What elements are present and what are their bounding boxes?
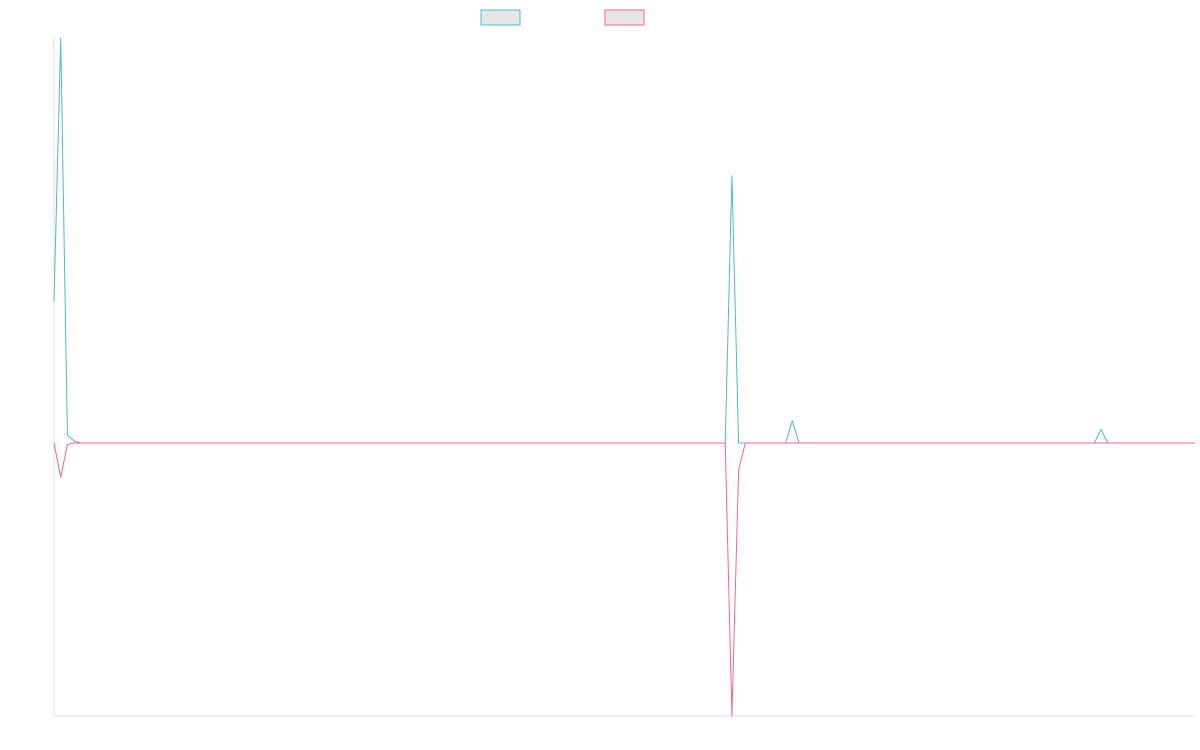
- series-line-2: [53, 442, 1195, 717]
- series-line-1: [53, 37, 1195, 444]
- legend-swatch-1[interactable]: [480, 9, 521, 26]
- legend-swatch-2[interactable]: [604, 9, 645, 26]
- plot-area: [53, 37, 1195, 717]
- axes: [53, 36, 1195, 717]
- legend: [480, 9, 645, 26]
